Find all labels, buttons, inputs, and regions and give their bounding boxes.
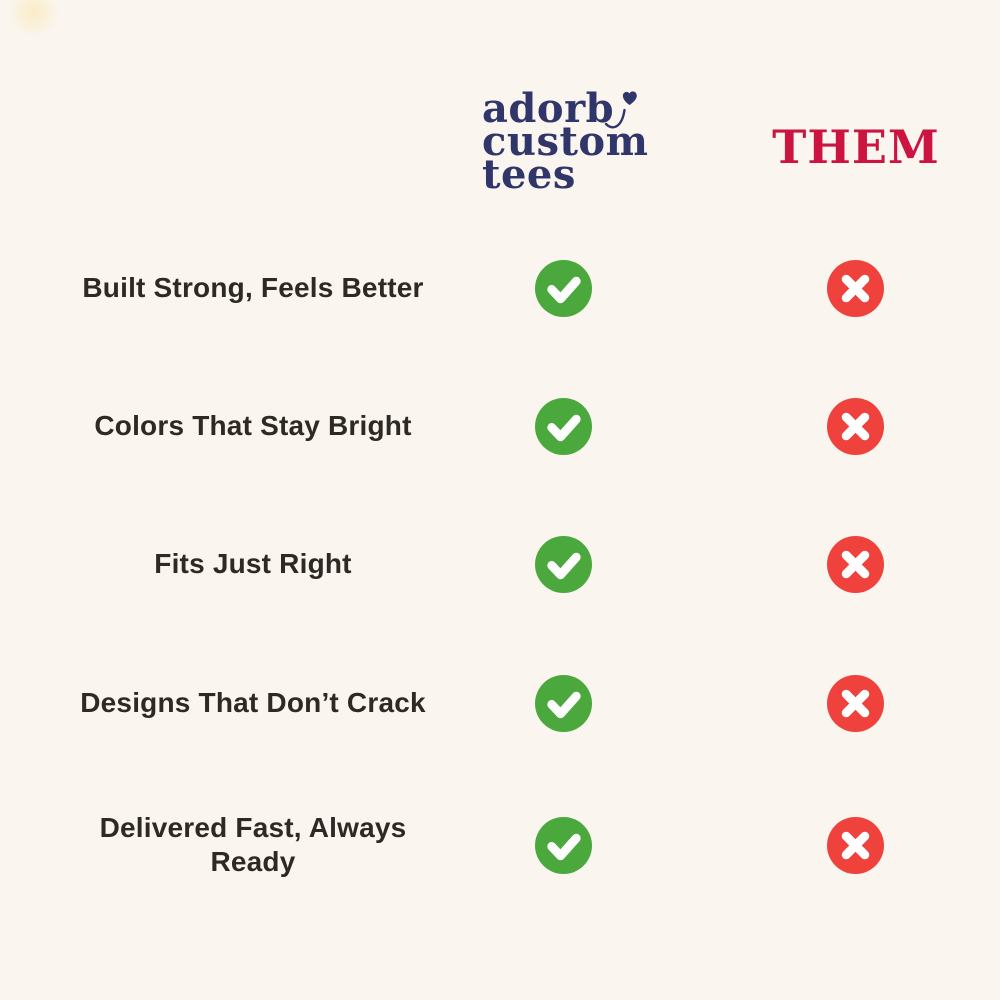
- competitor-result-cell: [772, 504, 938, 624]
- feature-label: Colors That Stay Bright: [94, 410, 412, 441]
- brand-result-cell: [480, 366, 646, 486]
- brand-result-cell: [480, 504, 646, 624]
- brand-result-cell: [480, 643, 646, 763]
- competitor-label: THEM: [772, 120, 940, 174]
- comparison-row: Designs That Don’t Crack: [0, 643, 1000, 763]
- comparison-row: Colors That Stay Bright: [0, 366, 1000, 486]
- brand-result-cell: [480, 228, 646, 348]
- brand-logo-line: tees: [482, 151, 576, 198]
- comparison-row: Built Strong, Feels Better: [0, 228, 1000, 348]
- competitor-result-cell: [772, 366, 938, 486]
- check-icon: [534, 535, 592, 593]
- cross-icon: [826, 674, 884, 732]
- feature-label: Delivered Fast, Always Ready: [99, 812, 407, 877]
- check-icon: [534, 674, 592, 732]
- feature-label: Designs That Don’t Crack: [80, 687, 426, 718]
- check-icon: [534, 816, 592, 874]
- feature-label: Fits Just Right: [154, 548, 352, 579]
- cross-icon: [826, 816, 884, 874]
- check-icon: [534, 259, 592, 317]
- cross-icon: [826, 535, 884, 593]
- feature-label: Built Strong, Feels Better: [82, 272, 424, 303]
- cross-icon: [826, 397, 884, 455]
- heart-swoosh-icon: [604, 91, 637, 129]
- brand-logo: adorb custom tees: [482, 85, 662, 198]
- competitor-result-cell: [772, 785, 938, 905]
- brand-logo-line: adorb: [482, 85, 615, 132]
- competitor-result-cell: [772, 228, 938, 348]
- comparison-row: Fits Just Right: [0, 504, 1000, 624]
- brand-logo-line: custom: [482, 118, 649, 165]
- decor-blob: [6, 0, 62, 36]
- comparison-row: Delivered Fast, Always Ready: [0, 785, 1000, 905]
- cross-icon: [826, 259, 884, 317]
- check-icon: [534, 397, 592, 455]
- competitor-result-cell: [772, 643, 938, 763]
- brand-result-cell: [480, 785, 646, 905]
